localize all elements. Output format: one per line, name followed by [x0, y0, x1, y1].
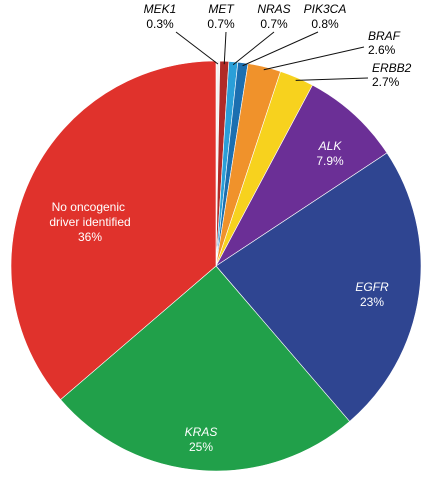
- label-erbb2-name: ERBB2: [372, 61, 412, 75]
- slice-alk: [215, 84, 388, 267]
- label-egfr-name: EGFR: [355, 280, 389, 294]
- leader-line-pik3ca: [242, 31, 319, 67]
- label-mek1-value: 0.3%: [146, 17, 174, 31]
- label-pik3ca-name: PIK3CA: [304, 2, 347, 16]
- label-braf-name: BRAF: [368, 29, 401, 43]
- leader-line-braf: [263, 46, 365, 71]
- label-braf-value: 2.6%: [368, 43, 396, 57]
- label-nras-value: 0.7%: [260, 17, 288, 31]
- slice-egfr: [215, 152, 422, 422]
- leader-line-nras: [232, 31, 275, 66]
- leader-line-mek1: [175, 31, 219, 65]
- pie-slices: [10, 60, 422, 472]
- leader-lines: [175, 31, 369, 81]
- label-pik3ca-value: 0.8%: [311, 17, 339, 31]
- label-egfr-value: 23%: [360, 295, 384, 309]
- label-met-value: 0.7%: [207, 17, 235, 31]
- label-alk-value: 7.9%: [316, 154, 344, 168]
- label-kras-name: KRAS: [185, 425, 218, 439]
- label-mek1-name: MEK1: [144, 2, 177, 16]
- label-met-name: MET: [208, 2, 235, 16]
- leader-line-met: [223, 31, 227, 65]
- label-no-driver-name: No oncogenic driver identified: [49, 200, 130, 229]
- label-nras-name: NRAS: [257, 2, 290, 16]
- label-no-driver-value: 36%: [78, 230, 102, 244]
- label-alk-name: ALK: [318, 139, 343, 153]
- slice-kras: [60, 265, 351, 472]
- label-kras-value: 25%: [189, 440, 213, 454]
- slice-no-oncogenic-driver-identified: [10, 60, 217, 401]
- label-erbb2-value: 2.7%: [372, 75, 400, 89]
- leader-line-erbb2: [295, 77, 369, 81]
